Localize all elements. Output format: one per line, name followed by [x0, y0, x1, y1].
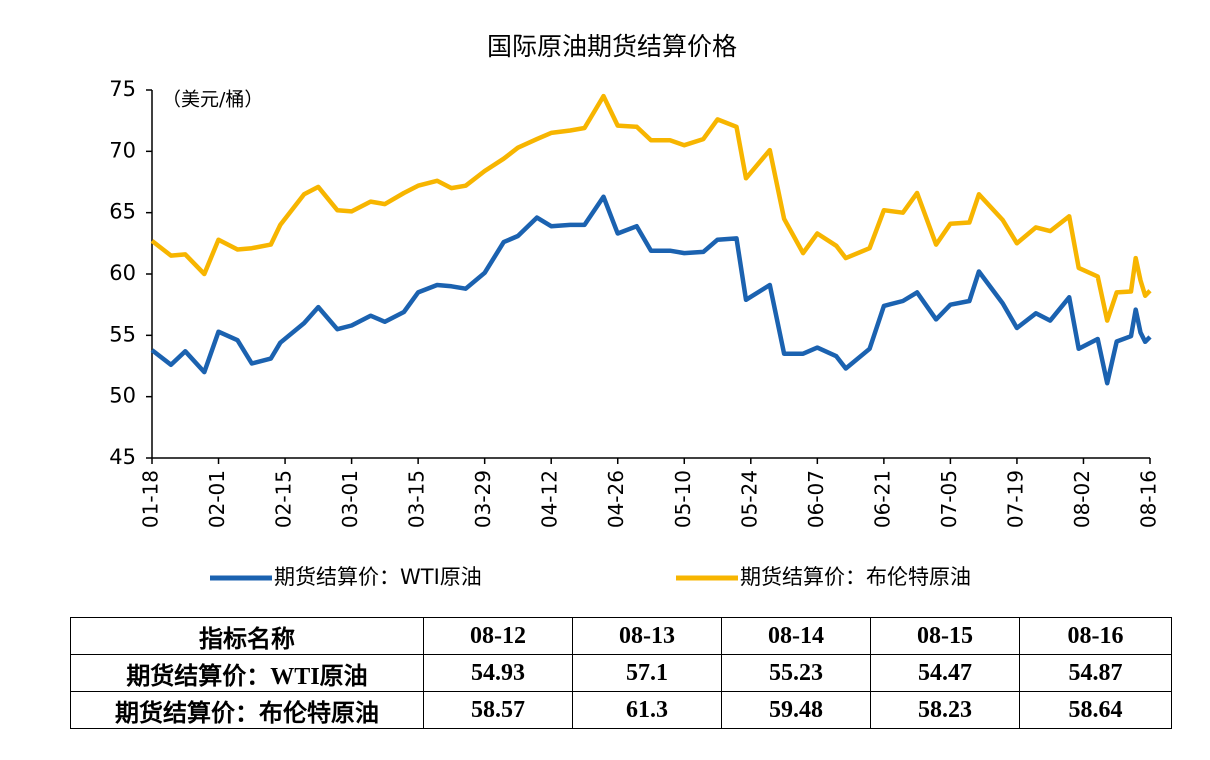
- table-cell: 58.64: [1019, 691, 1172, 729]
- x-tick-label: 07-05: [937, 470, 961, 528]
- table-cell: 58.57: [423, 691, 573, 729]
- chart: 国际原油期货结算价格 （美元/桶） 45 50 55 60 65 70 75 01-18 02-…: [109, 32, 1161, 589]
- table-cell: 54.47: [870, 654, 1020, 692]
- line-series: [150, 93, 1152, 323]
- table-cell: 54.87: [1019, 654, 1172, 692]
- x-tick-label: 03-01: [338, 470, 362, 528]
- x-tick-label: 05-24: [737, 470, 761, 528]
- table-cell: 08-16: [1019, 617, 1172, 655]
- table-cell: 期货结算价：WTI原油: [70, 654, 424, 692]
- line-series: [150, 194, 1152, 386]
- legend-label: 期货结算价：WTI原油: [274, 565, 482, 589]
- x-tick-label: 05-10: [671, 470, 695, 528]
- y-tick-label: 50: [109, 384, 136, 408]
- table-cell: 55.23: [721, 654, 871, 692]
- table-row: 期货结算价：WTI原油 54.93 57.1 55.23 54.47 54.87: [70, 654, 1172, 692]
- x-tick-label: 06-21: [870, 470, 894, 528]
- x-tick-label: 08-16: [1137, 470, 1161, 528]
- x-tick-label: 03-29: [471, 470, 495, 528]
- table-cell: 08-14: [721, 617, 871, 655]
- table-cell: 57.1: [572, 654, 722, 692]
- chart-title: 国际原油期货结算价格: [487, 32, 737, 61]
- table-cell: 08-13: [572, 617, 722, 655]
- x-tick-label: 07-19: [1003, 470, 1027, 528]
- y-tick-label: 60: [109, 261, 136, 285]
- x-tick-label: 03-15: [405, 470, 429, 528]
- data-table: 指标名称 08-12 08-13 08-14 08-15 08-16 期货结算价：WTI原油…: [70, 617, 1172, 729]
- x-tick-label: 04-12: [538, 470, 562, 528]
- x-tick-label: 02-01: [205, 470, 229, 528]
- x-tick-label: 01-18: [139, 470, 163, 528]
- table-cell: 59.48: [721, 691, 871, 729]
- legend-label: 期货结算价：布伦特原油: [740, 565, 971, 589]
- y-axis-unit: （美元/桶）: [162, 89, 263, 111]
- table-cell: 61.3: [572, 691, 722, 729]
- table-header-row: 指标名称 08-12 08-13 08-14 08-15 08-16: [70, 617, 1172, 655]
- y-tick-label: 65: [109, 200, 136, 224]
- table-cell: 指标名称: [70, 617, 424, 655]
- table-row: 期货结算价：布伦特原油 58.57 61.3 59.48 58.23 58.64: [70, 691, 1172, 729]
- x-tick-label: 06-07: [804, 470, 828, 528]
- table-cell: 54.93: [423, 654, 573, 692]
- table-cell: 58.23: [870, 691, 1020, 729]
- y-tick-label: 55: [109, 322, 136, 346]
- y-tick-label: 75: [109, 77, 136, 101]
- table-cell: 期货结算价：布伦特原油: [70, 691, 424, 729]
- table-body: 指标名称 08-12 08-13 08-14 08-15 08-16 期货结算价：WTI原油…: [70, 617, 1172, 729]
- x-tick-label: 02-15: [272, 470, 296, 528]
- table-cell: 08-12: [423, 617, 573, 655]
- y-tick-label: 70: [109, 138, 136, 162]
- x-tick-label: 08-02: [1070, 470, 1094, 528]
- x-tick-label: 04-26: [604, 470, 628, 528]
- y-tick-label: 45: [109, 445, 136, 469]
- table-cell: 08-15: [870, 617, 1020, 655]
